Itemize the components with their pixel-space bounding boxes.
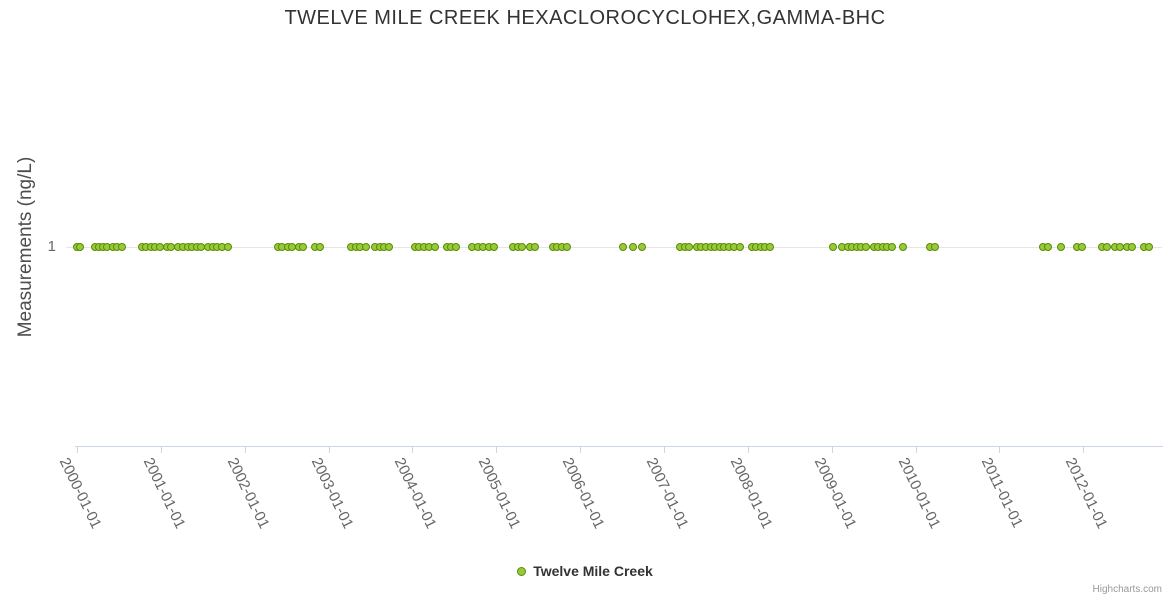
x-axis-tick bbox=[496, 447, 498, 453]
data-point[interactable] bbox=[862, 243, 871, 251]
data-point[interactable] bbox=[76, 243, 85, 251]
chart-title: TWELVE MILE CREEK HEXACLOROCYCLOHEX,GAMM… bbox=[284, 7, 886, 29]
data-point[interactable] bbox=[316, 243, 325, 251]
x-axis-tick-label: 2003-01-01 bbox=[307, 455, 357, 532]
data-point[interactable] bbox=[451, 243, 460, 251]
data-point[interactable] bbox=[362, 243, 371, 251]
legend-label: Twelve Mile Creek bbox=[533, 563, 653, 579]
legend-item[interactable]: Twelve Mile Creek bbox=[0, 563, 1170, 579]
data-point[interactable] bbox=[518, 243, 527, 251]
x-axis-tick bbox=[1083, 447, 1085, 453]
data-point[interactable] bbox=[766, 243, 775, 251]
data-point[interactable] bbox=[1144, 243, 1153, 251]
data-point[interactable] bbox=[685, 243, 694, 251]
highcharts-credits-link[interactable]: Highcharts.com bbox=[1092, 584, 1162, 595]
x-axis-tick bbox=[915, 447, 917, 453]
x-axis-tick bbox=[663, 447, 665, 453]
x-axis-tick bbox=[328, 447, 330, 453]
y-gridline bbox=[66, 247, 1162, 248]
x-axis-tick bbox=[412, 447, 414, 453]
data-point[interactable] bbox=[299, 243, 308, 251]
data-point[interactable] bbox=[829, 243, 838, 251]
x-axis-tick-label: 2002-01-01 bbox=[223, 455, 273, 532]
legend-marker-icon bbox=[517, 566, 527, 576]
data-point[interactable] bbox=[1044, 243, 1053, 251]
data-point[interactable] bbox=[223, 243, 232, 251]
x-axis-tick-label: 2007-01-01 bbox=[642, 455, 692, 532]
data-point[interactable] bbox=[628, 243, 637, 251]
data-point[interactable] bbox=[530, 243, 539, 251]
x-axis-tick-label: 2012-01-01 bbox=[1061, 455, 1111, 532]
x-axis-tick-label: 2004-01-01 bbox=[391, 455, 441, 532]
data-point[interactable] bbox=[1102, 243, 1111, 251]
x-axis-tick bbox=[999, 447, 1001, 453]
x-axis-tick-label: 2009-01-01 bbox=[810, 455, 860, 532]
data-point[interactable] bbox=[563, 243, 572, 251]
data-point[interactable] bbox=[430, 243, 439, 251]
data-point[interactable] bbox=[490, 243, 499, 251]
x-axis-tick-label: 2001-01-01 bbox=[139, 455, 189, 532]
data-point[interactable] bbox=[898, 243, 907, 251]
x-axis-tick bbox=[244, 447, 246, 453]
x-axis-tick bbox=[580, 447, 582, 453]
data-point[interactable] bbox=[384, 243, 393, 251]
x-axis-tick bbox=[747, 447, 749, 453]
data-point[interactable] bbox=[887, 243, 896, 251]
x-axis-tick-label: 2000-01-01 bbox=[55, 455, 105, 532]
data-point[interactable] bbox=[1057, 243, 1066, 251]
data-point[interactable] bbox=[930, 243, 939, 251]
x-axis-tick-label: 2006-01-01 bbox=[558, 455, 608, 532]
x-axis-tick-label: 2008-01-01 bbox=[726, 455, 776, 532]
x-axis-tick-label: 2010-01-01 bbox=[894, 455, 944, 532]
data-point[interactable] bbox=[638, 243, 647, 251]
x-axis-tick-label: 2011-01-01 bbox=[978, 455, 1027, 531]
y-axis-tick-label: 1 bbox=[47, 238, 56, 255]
data-point[interactable] bbox=[117, 243, 126, 251]
x-axis-tick bbox=[160, 447, 162, 453]
data-point[interactable] bbox=[1127, 243, 1136, 251]
x-axis-tick bbox=[77, 447, 78, 453]
data-point[interactable] bbox=[618, 243, 627, 251]
data-point[interactable] bbox=[1077, 243, 1086, 251]
x-axis-line bbox=[75, 446, 1163, 447]
data-point[interactable] bbox=[736, 243, 745, 251]
x-axis-tick bbox=[831, 447, 833, 453]
x-axis-tick-label: 2005-01-01 bbox=[474, 455, 524, 532]
